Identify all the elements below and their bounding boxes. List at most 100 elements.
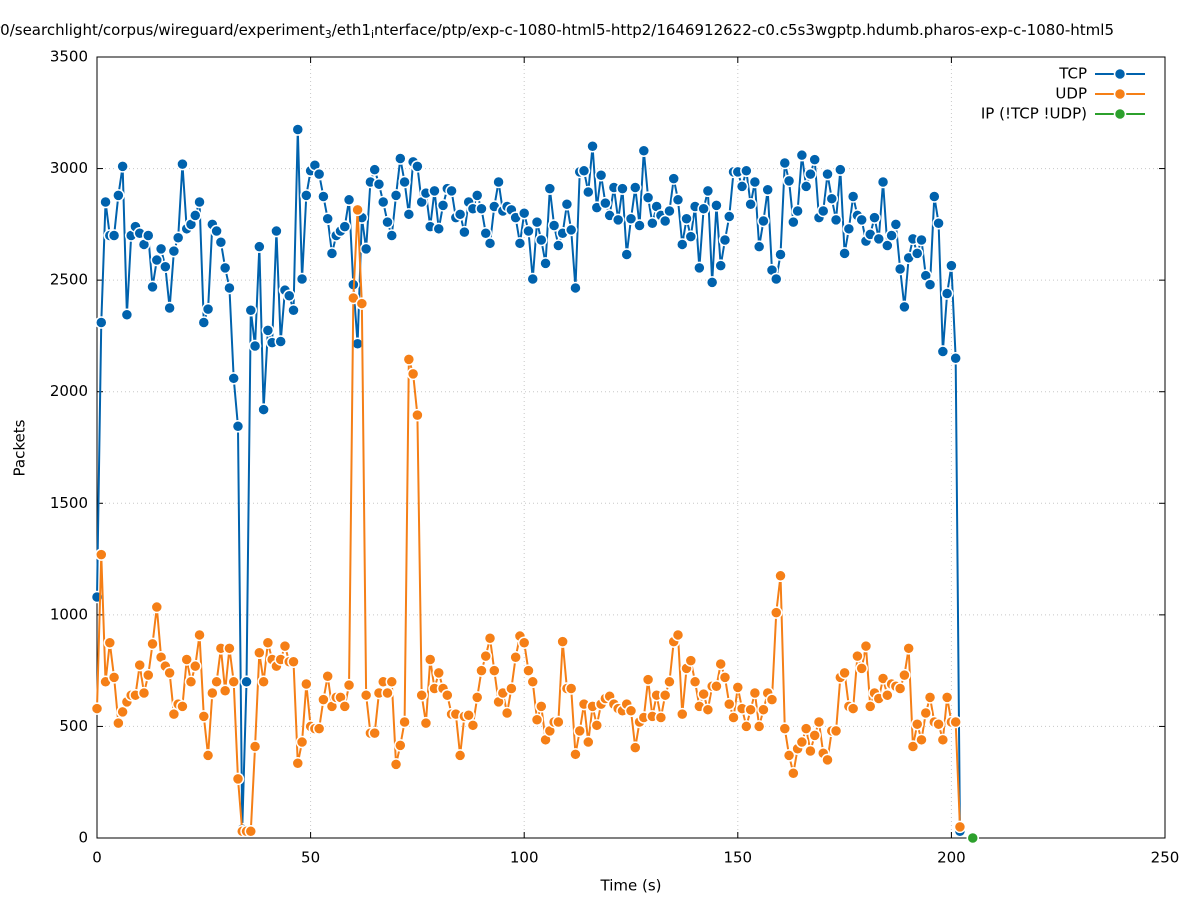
data-point bbox=[218, 261, 232, 275]
data-point bbox=[752, 720, 766, 733]
data-point bbox=[932, 717, 945, 731]
data-point bbox=[453, 749, 467, 762]
data-point bbox=[945, 259, 958, 272]
data-point bbox=[624, 704, 638, 718]
data-point bbox=[816, 204, 830, 218]
title-part: nterface/ptp/exp-c-1080-html5-http2/1646… bbox=[374, 21, 1114, 39]
data-point bbox=[761, 183, 774, 197]
data-point bbox=[257, 675, 270, 689]
data-point bbox=[176, 700, 189, 713]
data-point bbox=[936, 733, 950, 747]
data-point bbox=[923, 278, 937, 291]
data-point bbox=[137, 686, 151, 700]
data-point bbox=[372, 177, 386, 191]
x-axis-label: Time (s) bbox=[600, 877, 662, 895]
title-part: /eth1 bbox=[332, 21, 371, 39]
data-point bbox=[432, 222, 446, 236]
data-point bbox=[582, 735, 595, 749]
data-point bbox=[757, 703, 770, 716]
x-tick-label: 50 bbox=[301, 849, 320, 867]
data-point bbox=[637, 144, 651, 157]
data-point bbox=[142, 668, 155, 682]
data-point bbox=[701, 184, 715, 198]
data-point bbox=[769, 606, 783, 619]
data-point bbox=[590, 719, 604, 732]
data-point bbox=[270, 224, 283, 238]
data-point bbox=[312, 167, 326, 181]
data-point bbox=[889, 218, 903, 231]
data-point bbox=[893, 262, 907, 276]
data-point bbox=[898, 300, 911, 314]
data-point bbox=[389, 758, 403, 771]
data-point bbox=[359, 688, 373, 702]
data-point bbox=[804, 167, 817, 181]
data-point bbox=[723, 697, 736, 711]
data-point bbox=[342, 678, 356, 692]
data-point bbox=[317, 190, 330, 203]
data-point bbox=[641, 673, 655, 686]
data-point bbox=[949, 715, 962, 729]
data-point bbox=[808, 153, 821, 166]
data-point bbox=[769, 272, 783, 286]
data-point bbox=[752, 240, 766, 253]
data-point bbox=[214, 235, 228, 249]
data-point bbox=[295, 735, 309, 749]
data-point bbox=[564, 682, 578, 695]
data-point bbox=[368, 163, 381, 176]
data-point bbox=[483, 632, 497, 645]
data-point bbox=[778, 156, 792, 170]
data-point bbox=[821, 167, 834, 181]
data-point bbox=[411, 408, 424, 422]
data-point bbox=[667, 172, 680, 185]
x-tick-label: 100 bbox=[510, 849, 539, 867]
data-point bbox=[701, 703, 715, 716]
title-subscript: 3 bbox=[325, 28, 332, 41]
data-point bbox=[189, 209, 202, 222]
data-point bbox=[684, 230, 698, 243]
data-point bbox=[218, 684, 232, 697]
data-point bbox=[782, 749, 796, 762]
data-point bbox=[915, 733, 928, 747]
data-point bbox=[112, 716, 125, 730]
data-point bbox=[791, 204, 804, 218]
data-point bbox=[530, 713, 544, 726]
data-point bbox=[522, 224, 535, 238]
data-point bbox=[103, 636, 117, 649]
data-point bbox=[475, 202, 488, 215]
data-point bbox=[658, 688, 672, 702]
data-point bbox=[163, 666, 176, 680]
data-point bbox=[402, 353, 416, 366]
data-point bbox=[415, 688, 428, 702]
data-point bbox=[385, 675, 399, 689]
data-point bbox=[923, 691, 937, 704]
data-point bbox=[248, 339, 262, 353]
data-point bbox=[419, 716, 433, 730]
y-tick-label: 3500 bbox=[50, 48, 88, 66]
y-tick-label: 500 bbox=[59, 717, 88, 735]
data-point bbox=[825, 192, 839, 205]
y-tick-label: 1500 bbox=[50, 494, 88, 512]
data-point bbox=[530, 215, 544, 229]
data-point bbox=[248, 740, 262, 753]
data-point bbox=[714, 657, 727, 671]
legend-label: IP (!TCP !UDP) bbox=[981, 105, 1087, 123]
data-point bbox=[902, 642, 915, 655]
data-point bbox=[193, 628, 206, 642]
data-point bbox=[197, 710, 211, 723]
data-point bbox=[629, 181, 642, 194]
data-point bbox=[676, 238, 689, 251]
data-point bbox=[859, 639, 873, 653]
data-point bbox=[787, 215, 800, 229]
data-point bbox=[552, 715, 565, 729]
data-point bbox=[842, 222, 856, 236]
data-point bbox=[663, 204, 676, 218]
data-point bbox=[411, 160, 424, 173]
data-point bbox=[560, 198, 574, 211]
y-tick-label: 2500 bbox=[50, 271, 88, 289]
data-point bbox=[197, 316, 211, 329]
data-point bbox=[505, 682, 518, 695]
data-point bbox=[663, 675, 676, 689]
data-point bbox=[312, 722, 326, 735]
data-point bbox=[171, 231, 185, 244]
data-point bbox=[846, 702, 860, 715]
